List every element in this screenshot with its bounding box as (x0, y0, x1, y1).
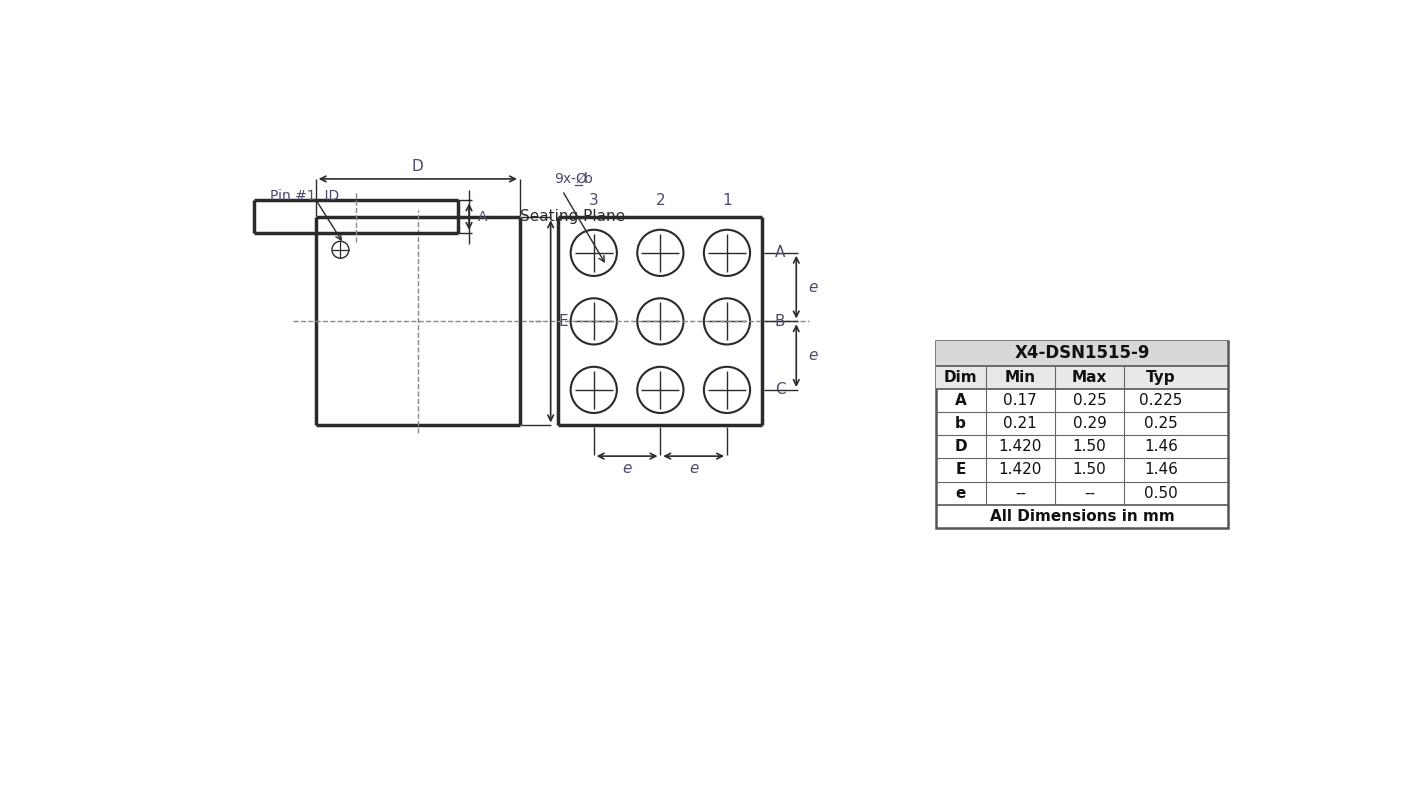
Text: --: -- (1015, 485, 1025, 500)
Text: A: A (954, 393, 967, 409)
Text: 0.29: 0.29 (1072, 417, 1106, 431)
Text: Typ: Typ (1146, 370, 1176, 385)
Bar (936, 366, 1227, 389)
Text: e: e (689, 461, 699, 476)
Text: 0.17: 0.17 (1004, 393, 1037, 409)
Text: 0.25: 0.25 (1145, 417, 1177, 431)
Text: b: b (584, 172, 592, 186)
Text: 0.21: 0.21 (1004, 417, 1037, 431)
Text: 1: 1 (723, 193, 731, 208)
Text: 9x-: 9x- (554, 172, 577, 186)
Text: 1.50: 1.50 (1072, 463, 1106, 477)
Text: Pin #1  ID: Pin #1 ID (270, 189, 339, 203)
Text: e: e (956, 485, 966, 500)
Text: 0.25: 0.25 (1072, 393, 1106, 409)
Text: 1.420: 1.420 (998, 463, 1042, 477)
Bar (936, 341, 1228, 527)
Text: 1.50: 1.50 (1072, 440, 1106, 454)
Text: e: e (808, 279, 818, 294)
Text: 3: 3 (589, 193, 599, 208)
Text: A: A (775, 245, 785, 260)
Text: 1.46: 1.46 (1145, 463, 1177, 477)
Bar (936, 342, 1227, 366)
Text: All Dimensions in mm: All Dimensions in mm (990, 508, 1174, 523)
Text: b: b (956, 417, 966, 431)
Text: A: A (479, 210, 488, 223)
Text: Min: Min (1005, 370, 1037, 385)
Text: E: E (956, 463, 966, 477)
Text: B: B (775, 314, 785, 329)
Text: E: E (558, 314, 568, 329)
Text: D: D (954, 440, 967, 454)
Text: Max: Max (1072, 370, 1108, 385)
Text: e: e (808, 348, 818, 363)
Text: 2: 2 (656, 193, 665, 208)
Text: --: -- (1083, 485, 1095, 500)
Text: 0.225: 0.225 (1139, 393, 1183, 409)
Text: C: C (775, 382, 785, 397)
Text: 1.46: 1.46 (1145, 440, 1177, 454)
Text: e: e (622, 461, 632, 476)
Text: X4-DSN1515-9: X4-DSN1515-9 (1014, 344, 1150, 362)
Text: Seating Plane: Seating Plane (520, 209, 625, 224)
Text: Dim: Dim (944, 370, 977, 385)
Text: 1.420: 1.420 (998, 440, 1042, 454)
Text: 0.50: 0.50 (1145, 485, 1177, 500)
Text: D: D (412, 159, 423, 174)
Text: Ø: Ø (575, 172, 586, 186)
